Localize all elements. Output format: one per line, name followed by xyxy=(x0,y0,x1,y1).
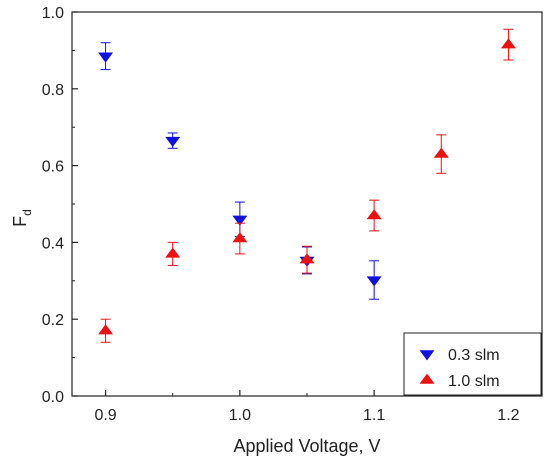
y-axis-ticks: 0.0 0.2 0.4 0.6 0.8 1.0 xyxy=(42,5,78,406)
y-tick-label: 0.8 xyxy=(42,82,64,99)
y-tick-label: 0.6 xyxy=(42,159,64,176)
svg-text:Fd: Fd xyxy=(10,209,34,227)
x-axis-ticks: 0.9 1.0 1.1 1.2 xyxy=(94,390,520,424)
data-point xyxy=(165,247,181,258)
data-point xyxy=(165,136,181,148)
y-tick-label: 1.0 xyxy=(42,5,64,22)
data-point xyxy=(366,209,382,220)
legend-box xyxy=(403,332,542,396)
y-tick-label: 0.0 xyxy=(42,389,64,406)
y-tick-label: 0.4 xyxy=(42,235,64,252)
data-point xyxy=(232,215,248,226)
legend-marker xyxy=(419,373,435,384)
y-axis-title-sub: d xyxy=(20,209,34,216)
x-tick-label: 1.0 xyxy=(229,407,251,424)
series-0 xyxy=(98,42,382,300)
data-point xyxy=(299,253,315,264)
data-layer xyxy=(98,28,516,343)
y-axis-title: Fd xyxy=(10,209,34,227)
data-point xyxy=(366,276,382,287)
legend-marker xyxy=(419,350,435,361)
y-axis-title-main: F xyxy=(10,216,30,227)
x-tick-label: 1.2 xyxy=(497,407,519,424)
data-point xyxy=(433,147,449,158)
data-point xyxy=(500,38,516,49)
data-point xyxy=(98,52,114,63)
data-point xyxy=(98,324,114,335)
legend-label: 0.3 slm xyxy=(448,347,500,364)
y-tick-label: 0.2 xyxy=(42,312,64,329)
legend-label: 1.0 slm xyxy=(448,373,500,390)
x-tick-label: 0.9 xyxy=(94,407,116,424)
legend: 0.3 slm 1.0 slm xyxy=(403,332,542,396)
data-point xyxy=(232,232,248,243)
x-axis-title: Applied Voltage, V xyxy=(233,436,380,456)
series-1 xyxy=(98,28,516,343)
x-tick-label: 1.1 xyxy=(363,407,385,424)
